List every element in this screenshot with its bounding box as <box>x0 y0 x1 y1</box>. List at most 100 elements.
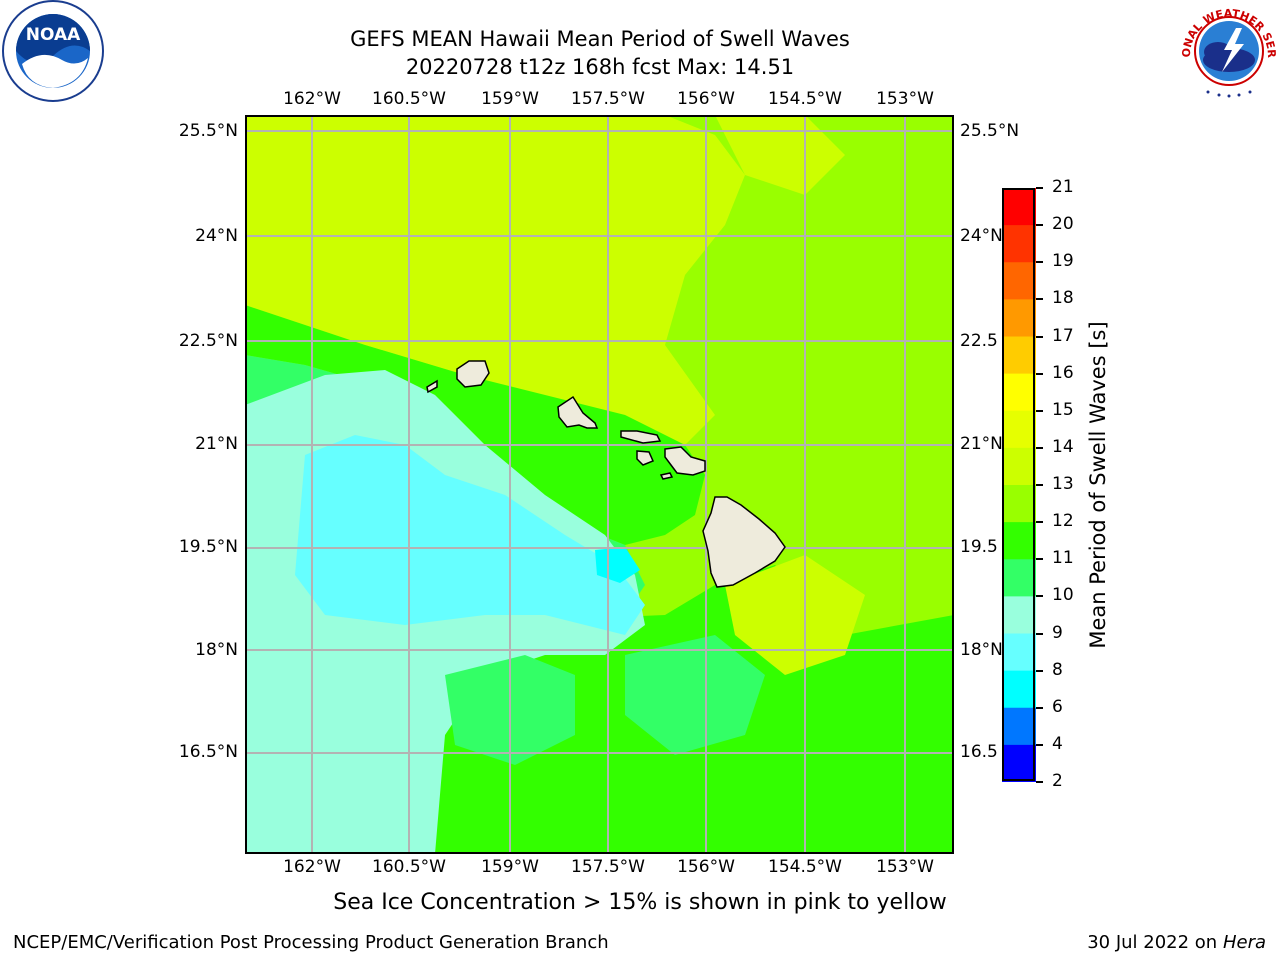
lat-right-label: 22.5 <box>960 331 998 351</box>
colorbar-cell <box>1002 336 1036 375</box>
colorbar-cell <box>1002 225 1036 263</box>
island-lanai <box>636 450 655 466</box>
island-hawaii <box>702 496 786 588</box>
colorbar-cell <box>1002 633 1036 672</box>
map-title-line2: 20220728 t12z 168h fcst Max: 14.51 <box>405 55 795 79</box>
colorbar-tick-label: 18 <box>1052 288 1074 309</box>
noaa-logo: NOAA <box>2 0 104 102</box>
map-title-line1: GEFS MEAN Hawaii Mean Period of Swell Wa… <box>350 27 850 51</box>
colorbar-tick-mark <box>1036 743 1043 746</box>
lat-left-label: 25.5°N <box>178 121 238 141</box>
region-11-12-islands <box>245 305 705 545</box>
colorbar-tick-label: 9 <box>1052 622 1063 643</box>
colorbar-tick-label: 14 <box>1052 436 1074 457</box>
colorbar-cell <box>1002 707 1036 746</box>
lon-bottom-label: 153°W <box>876 857 934 877</box>
colorbar-tick-label: 11 <box>1052 548 1074 569</box>
colorbar-tick-mark <box>1036 595 1043 598</box>
lat-right-label: 21°N <box>960 434 1003 454</box>
lon-bottom-label: 156°W <box>677 857 735 877</box>
island-kahoolawe <box>659 472 674 480</box>
colorbar-tick-mark <box>1036 632 1043 635</box>
lat-right-label: 24°N <box>960 226 1003 246</box>
lon-bottom-label: 159°W <box>481 857 539 877</box>
region-13-14-southeast <box>725 555 865 675</box>
colorbar-tick-mark <box>1036 781 1043 783</box>
lon-top-label: 154.5°W <box>768 89 842 109</box>
lat-left-label: 24°N <box>195 226 238 246</box>
island-niihau <box>426 379 438 394</box>
lat-right-label: 19.5 <box>960 537 998 557</box>
colorbar-tick-mark <box>1036 706 1043 709</box>
region-13-14-east <box>715 115 845 195</box>
colorbar-tick-label: 15 <box>1052 399 1074 420</box>
colorbar-tick-label: 13 <box>1052 474 1074 494</box>
lon-bottom-label: 157.5°W <box>571 857 645 877</box>
colorbar-cell <box>1002 596 1036 634</box>
colorbar-tick-label: 4 <box>1052 733 1063 754</box>
swell-period-map <box>245 115 954 854</box>
map-frame <box>245 115 954 854</box>
colorbar-cell <box>1002 373 1036 412</box>
colorbar-tick-label: 2 <box>1052 771 1063 791</box>
colorbar-tick-label: 20 <box>1052 214 1074 235</box>
lon-top-label: 153°W <box>876 89 934 109</box>
lon-top-label: 159°W <box>481 89 539 109</box>
lon-top-label: 160.5°W <box>372 89 446 109</box>
footer-date-text: 30 Jul 2022 on <box>1087 932 1223 953</box>
graticule <box>245 115 954 854</box>
lat-left-label: 16.5°N <box>178 742 238 762</box>
region-6-8 <box>595 547 640 583</box>
colorbar-cell <box>1002 559 1036 597</box>
colorbar-tick-mark <box>1036 484 1043 486</box>
footer-date: 30 Jul 2022 on Hera <box>1087 932 1266 953</box>
colorbar-cell <box>1002 299 1036 337</box>
colorbar-tick-mark <box>1036 224 1043 227</box>
sea-ice-note: Sea Ice Concentration > 15% is shown in … <box>333 890 947 915</box>
colorbar-cell <box>1002 485 1036 523</box>
colorbar-cell <box>1002 410 1036 449</box>
colorbar-cell <box>1002 447 1036 486</box>
lon-bottom-label: 154.5°W <box>768 857 842 877</box>
lat-right-label: 18°N <box>960 640 1003 660</box>
colorbar-tick-mark <box>1036 669 1043 672</box>
colorbar-tick-label: 12 <box>1052 511 1074 532</box>
colorbar-tick-mark <box>1036 521 1043 524</box>
colorbar-tick-label: 8 <box>1052 659 1063 680</box>
island-maui <box>664 446 706 476</box>
colorbar-tick-mark <box>1036 558 1043 561</box>
region-8-9 <box>295 435 645 635</box>
lon-bottom-label: 160.5°W <box>372 857 446 877</box>
colorbar-tick-mark <box>1036 261 1043 264</box>
lon-bottom-label: 162°W <box>283 857 341 877</box>
nws-logo: NATIONAL WEATHER SERVICE <box>1173 0 1280 102</box>
footer-machine: Hera <box>1222 932 1266 953</box>
colorbar-cell <box>1002 744 1036 782</box>
colorbar-tick-label: 17 <box>1052 325 1074 346</box>
colorbar-cell <box>1002 188 1036 226</box>
colorbar-title: Mean Period of Swell Waves [s] <box>1086 321 1110 649</box>
colorbar-tick-mark <box>1036 298 1043 301</box>
colorbar-tick-label: 19 <box>1052 251 1074 272</box>
lat-left-label: 18°N <box>195 640 238 660</box>
lat-left-label: 21°N <box>195 434 238 454</box>
lon-top-label: 162°W <box>283 89 341 109</box>
colorbar-tick-mark <box>1036 446 1043 449</box>
colorbar-tick-mark <box>1036 409 1043 412</box>
lat-right-label: 16.5 <box>960 742 998 762</box>
island-molokai <box>620 430 662 444</box>
island-oahu <box>557 395 599 429</box>
colorbar-tick-mark <box>1036 372 1043 375</box>
region-10-11-southeast <box>625 635 765 755</box>
colorbar-cell <box>1002 522 1036 560</box>
colorbar <box>1002 188 1036 782</box>
hawaiian-islands <box>426 360 786 588</box>
lat-left-label: 22.5°N <box>178 331 238 351</box>
region-13-14-north <box>245 115 745 445</box>
lat-left-label: 19.5°N <box>178 537 238 557</box>
colorbar-tick-mark <box>1036 335 1043 338</box>
lon-top-label: 157.5°W <box>571 89 645 109</box>
lat-right-label: 25.5°N <box>960 121 1020 141</box>
colorbar-cell <box>1002 670 1036 709</box>
colorbar-tick-mark <box>1036 187 1043 189</box>
